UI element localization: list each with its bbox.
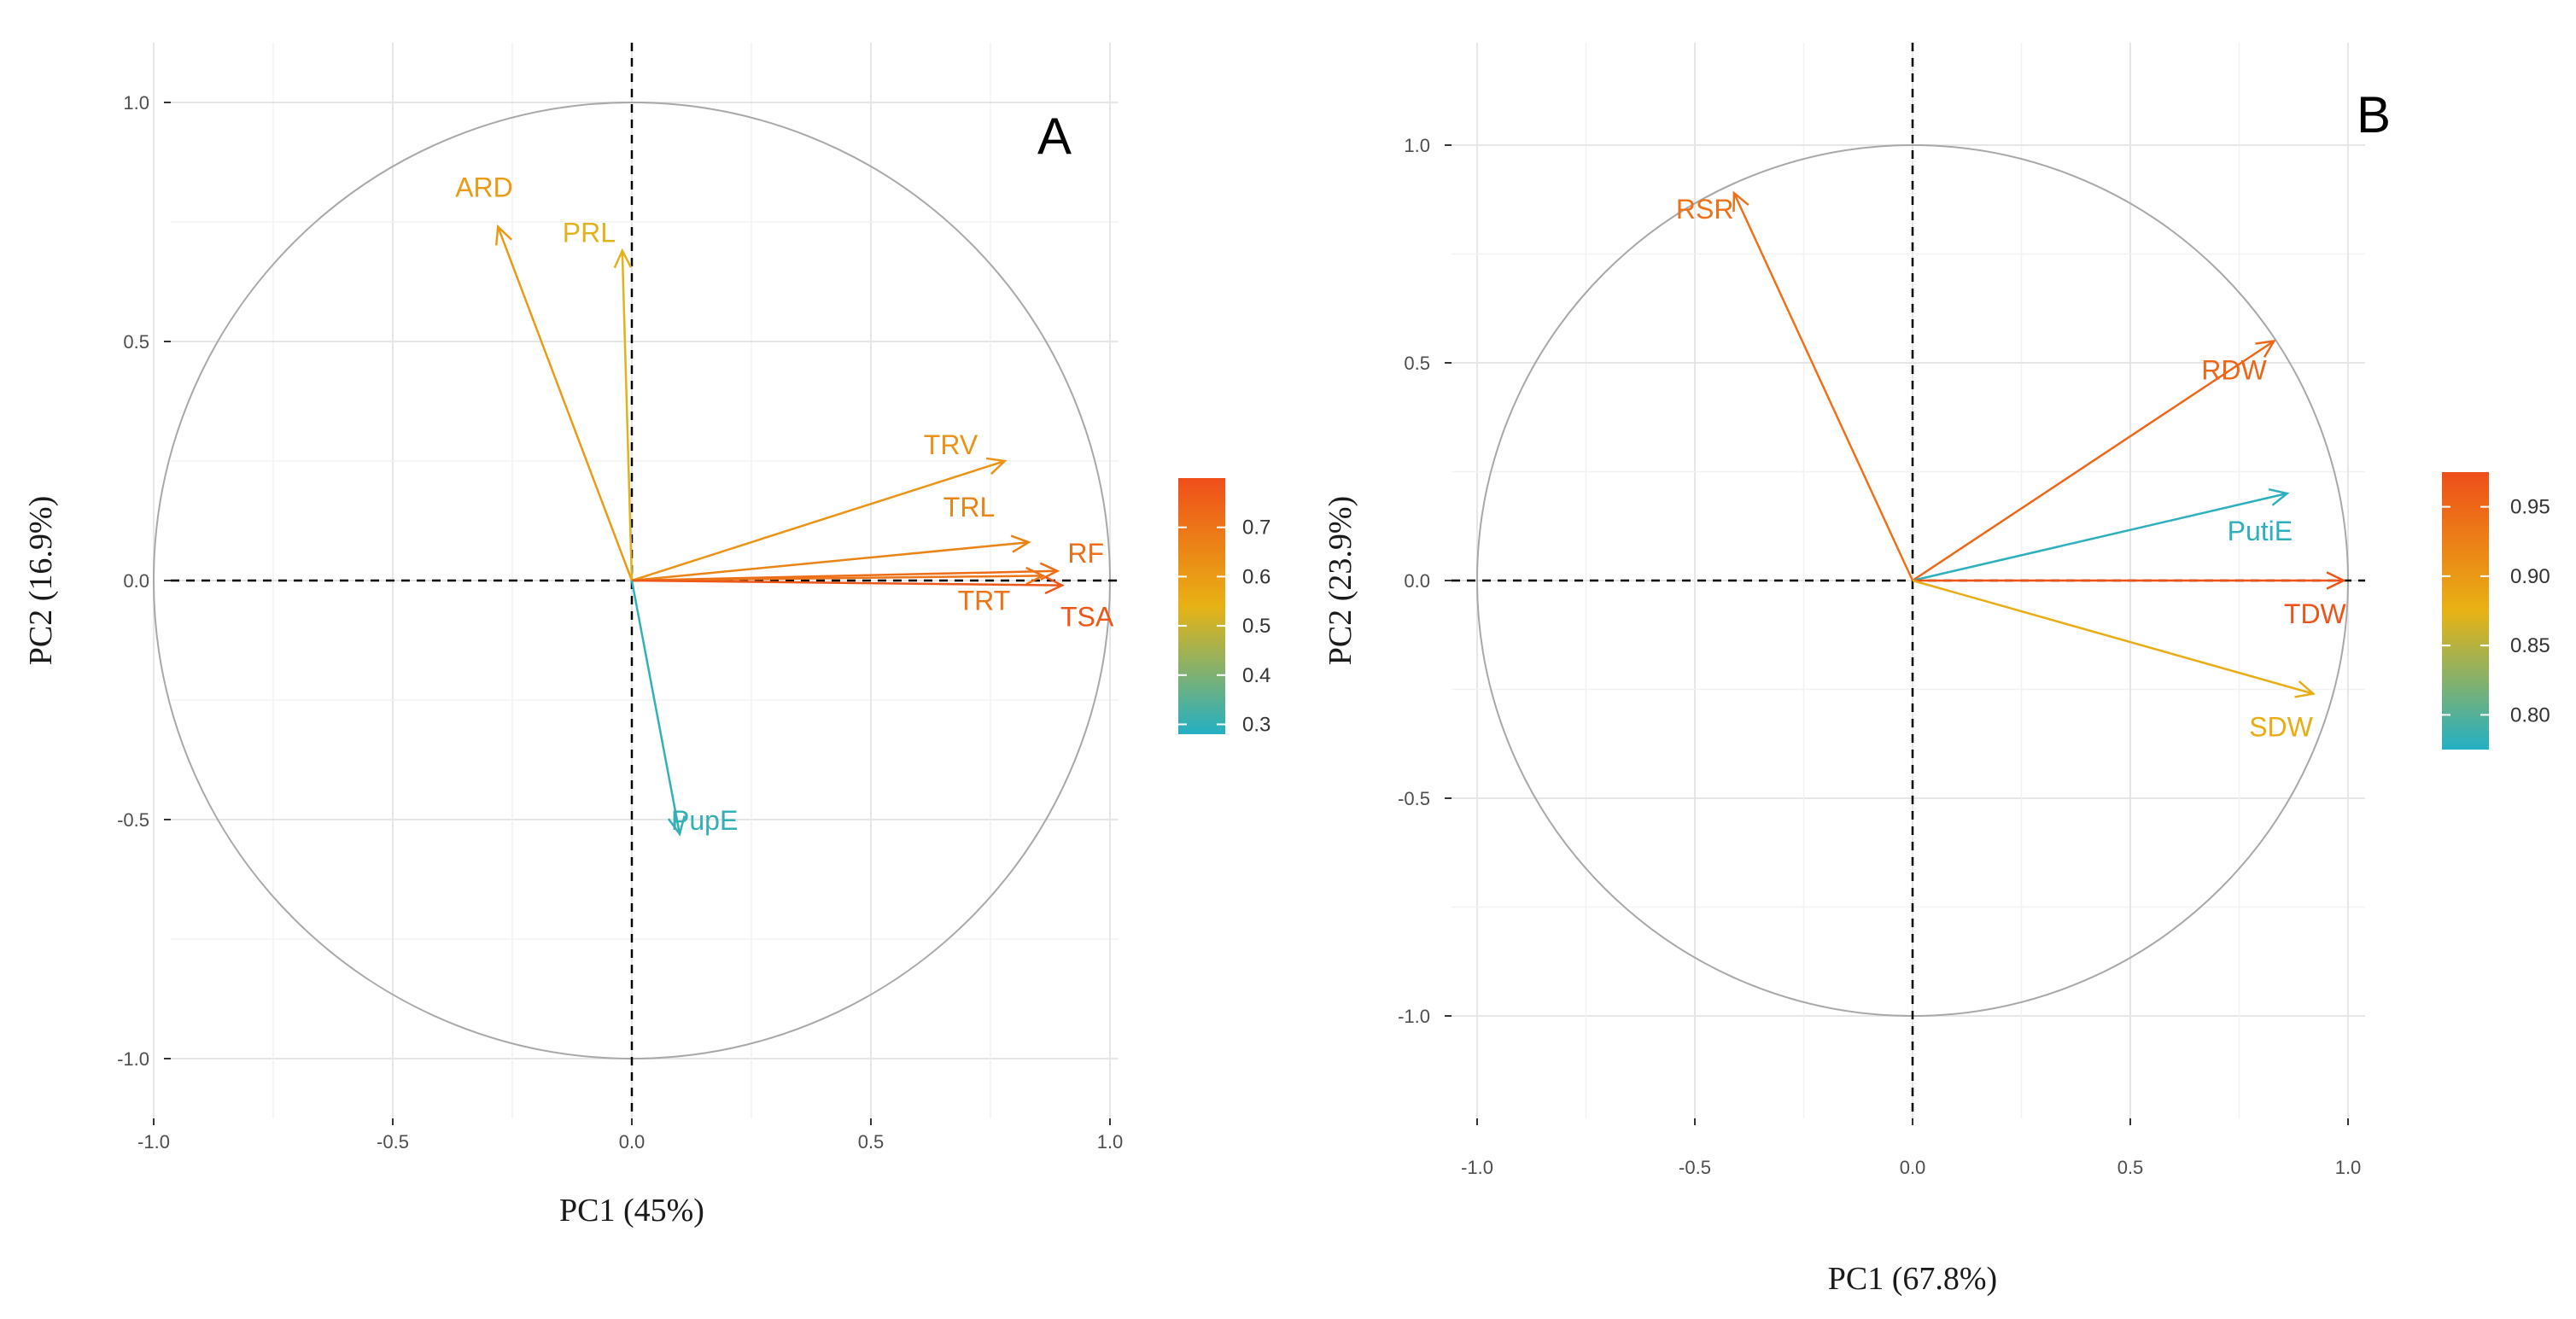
arrow-shaft <box>631 540 1029 582</box>
panel-label: A <box>1037 108 1072 165</box>
x-tick-label: -1.0 <box>137 1131 170 1153</box>
arrow-head <box>2294 680 2316 698</box>
colorbar-tick-label: 0.5 <box>1242 615 1270 638</box>
variable-label: TSA <box>1060 602 1114 633</box>
arrow-head <box>1044 575 1065 595</box>
variable-label: RSR <box>1676 194 1734 225</box>
colorbar: 0.95 0.90 0.85 0.80 <box>2442 472 2550 750</box>
y-tick-label: 0.0 <box>1404 570 1430 592</box>
colorbar-tick-label: 0.95 <box>2510 496 2550 519</box>
y-tick-label: -1.0 <box>117 1048 149 1070</box>
colorbar-tick-label: 0.3 <box>1242 713 1270 736</box>
arrow-shaft <box>630 580 681 835</box>
arrow-shaft <box>631 575 1043 582</box>
colorbar-tick-label: 0.80 <box>2510 703 2550 727</box>
y-tick-label: 1.0 <box>123 92 149 114</box>
arrow-rdw: RDW <box>1912 339 2276 582</box>
colorbar-gradient <box>1178 478 1225 734</box>
x-tick-label: -1.0 <box>1461 1157 1493 1178</box>
colorbar-tick-label: 0.6 <box>1242 565 1270 588</box>
variable-label: PupE <box>671 805 738 836</box>
x-tick-label: 1.0 <box>2335 1157 2362 1178</box>
variable-label: RF <box>1067 538 1104 569</box>
arrow-trt: TRT <box>631 566 1046 616</box>
x-tick-label: 0.5 <box>2117 1157 2144 1178</box>
y-tick-label: 0.5 <box>1404 353 1430 374</box>
arrow-shaft <box>497 226 634 581</box>
arrow-prl: PRL <box>563 218 634 581</box>
arrow-trv: TRV <box>631 429 1008 582</box>
y-axis-title: PC2 (16.9%) <box>23 496 59 665</box>
arrow-shaft <box>631 579 1063 587</box>
colorbar: 0.7 0.6 0.5 0.4 0.3 <box>1178 478 1270 736</box>
colorbar-gradient <box>2442 472 2489 750</box>
arrow-head <box>1732 190 1749 213</box>
x-tick-label: 0.0 <box>1900 1157 1926 1178</box>
x-axis: -1.0 -0.5 0.0 0.5 1.0 <box>1461 1118 2361 1178</box>
x-tick-label: -0.5 <box>377 1131 409 1153</box>
x-axis: -1.0 -0.5 0.0 0.5 1.0 <box>137 1118 1123 1153</box>
colorbar-tick-label: 0.4 <box>1242 664 1270 687</box>
arrow-shaft <box>631 459 1006 582</box>
variable-label: TDW <box>2284 598 2347 629</box>
arrow-shaft <box>621 250 634 581</box>
panel-label: B <box>2357 86 2391 143</box>
y-tick-label: -1.0 <box>1398 1006 1430 1027</box>
y-axis: -1.0 -0.5 0.0 0.5 1.0 <box>1398 135 1452 1027</box>
loading-arrows: ARD PRL TRV TRL RF TRT TSA PupE <box>455 172 1114 837</box>
y-tick-label: -0.5 <box>1398 788 1430 809</box>
y-axis: -1.0 -0.5 0.0 0.5 1.0 <box>117 92 171 1070</box>
variable-label: TRV <box>924 429 978 460</box>
arrow-tsa: TSA <box>631 575 1114 633</box>
variable-label: PRL <box>563 218 616 248</box>
arrow-head <box>2268 487 2290 506</box>
y-tick-label: 1.0 <box>1404 135 1430 156</box>
y-tick-label: 0.0 <box>123 570 149 592</box>
variable-label: TRT <box>958 585 1011 616</box>
colorbar-tick-label: 0.90 <box>2510 565 2550 588</box>
x-tick-label: 0.5 <box>858 1131 885 1153</box>
arrow-trl: TRL <box>631 492 1031 582</box>
arrow-head <box>495 224 513 246</box>
arrow-pupe: PupE <box>630 580 738 837</box>
arrow-head <box>613 248 633 269</box>
loading-arrows: RSR RDW PutiE TDW SDW <box>1676 190 2347 743</box>
arrow-shaft <box>1912 492 2287 582</box>
y-tick-label: 0.5 <box>123 331 149 353</box>
arrow-head <box>667 815 686 837</box>
colorbar-tick-label: 0.85 <box>2510 634 2550 657</box>
x-axis-title: PC1 (67.8%) <box>1828 1261 1997 1297</box>
variable-label: PutiE <box>2228 516 2293 546</box>
x-tick-label: -0.5 <box>1679 1157 1711 1178</box>
x-tick-label: 1.0 <box>1097 1131 1124 1153</box>
arrow-shaft <box>1732 192 1914 581</box>
variable-label: ARD <box>455 172 513 203</box>
arrow-head <box>985 457 1008 476</box>
x-tick-label: 0.0 <box>619 1131 645 1153</box>
chart-panel-b: RSR RDW PutiE TDW SDW -1.0 -0.5 0.0 0.5 1.0 -1.0… <box>1323 43 2550 1297</box>
chart-panel-a: ARD PRL TRV TRL RF TRT TSA PupE -1.0 -0.5 0.0 0.5 1… <box>23 43 1270 1229</box>
arrow-head <box>1010 534 1031 553</box>
arrow-head <box>2255 339 2276 359</box>
variable-label: TRL <box>943 492 995 522</box>
arrow-shaft <box>1912 579 2314 695</box>
arrow-tdw: TDW <box>1913 571 2347 629</box>
y-axis-title: PC2 (23.9%) <box>1323 496 1358 665</box>
arrow-putie: PutiE <box>1912 487 2293 582</box>
arrow-ard: ARD <box>455 172 634 581</box>
arrow-sdw: SDW <box>1912 579 2316 743</box>
x-axis-title: PC1 (45%) <box>559 1193 704 1229</box>
y-tick-label: -0.5 <box>117 809 149 831</box>
arrow-head <box>1025 566 1046 586</box>
arrow-rsr: RSR <box>1676 190 1914 581</box>
arrow-shaft <box>1912 340 2275 582</box>
arrow-head <box>2326 571 2346 590</box>
colorbar-tick-label: 0.7 <box>1242 517 1270 540</box>
variable-label: RDW <box>2201 355 2267 386</box>
variable-label: SDW <box>2249 712 2313 743</box>
